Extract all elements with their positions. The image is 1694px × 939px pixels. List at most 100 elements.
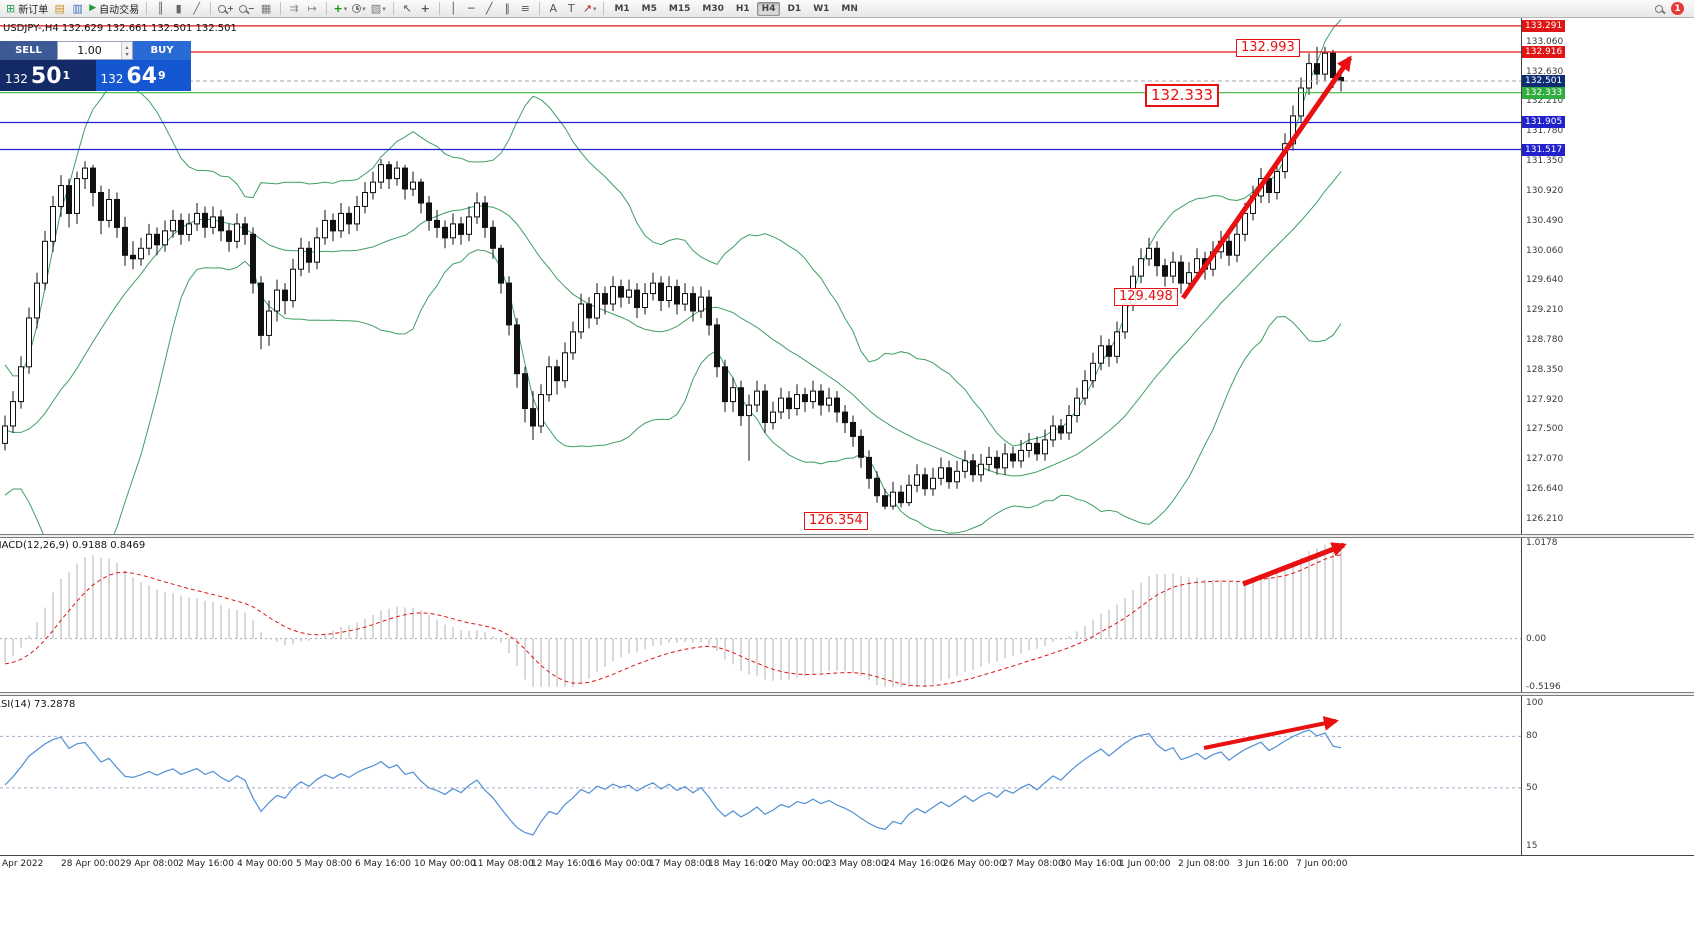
price-axis-label: 126.640 (1526, 484, 1564, 494)
new-order-button[interactable]: ⊞ 新订单 (4, 1, 50, 17)
rsi-axis-label: 100 (1526, 698, 1544, 708)
text-label-tool-button[interactable]: T (563, 1, 580, 17)
spinner-down-icon: ▾ (125, 50, 129, 58)
buy-price[interactable]: 132 64 9 (95, 60, 191, 91)
search-icon[interactable] (1655, 4, 1663, 13)
auto-scroll-button[interactable]: ⇉ (286, 1, 303, 17)
timeframe-MN[interactable]: MN (841, 3, 858, 14)
buy-price-pips: 64 (126, 64, 158, 89)
crosshair-icon: + (420, 2, 430, 15)
macd-pane-title: MACD(12,26,9) 0.9188 0.8469 (0, 540, 146, 551)
rsi-axis-label: 50 (1526, 783, 1538, 793)
macd-signal-line (4, 554, 1342, 687)
time-axis-label: 26 May 00:00 (943, 859, 1005, 869)
timeframe-M1[interactable]: M1 (614, 3, 630, 14)
autotrading-label: 自动交易 (99, 5, 140, 16)
price-level-box-133.291[interactable]: 133.291 (1522, 20, 1566, 32)
line-chart-button[interactable]: ╱ (188, 1, 205, 17)
price-level-box-131.517[interactable]: 131.517 (1522, 144, 1566, 156)
macd-axis-label: 1.0178 (1526, 538, 1558, 548)
price-annotation-132.993[interactable]: 132.993 (1236, 39, 1300, 57)
price-level-box-132.501[interactable]: 132.501 (1522, 75, 1566, 87)
timeframe-H4[interactable]: H4 (756, 1, 781, 16)
vertical-line-tool-button[interactable]: │ (445, 1, 462, 17)
history-center-button[interactable]: ▤ (51, 1, 68, 17)
macd-pane-canvas[interactable] (0, 538, 1521, 692)
crosshair-tool-button[interactable]: + (417, 1, 434, 17)
tile-windows-icon: ▦ (260, 2, 272, 15)
bar-chart-icon: ║ (157, 2, 164, 15)
sell-price-big-figure: 132 (5, 72, 28, 86)
chart-shift-button[interactable]: ↦ (304, 1, 321, 17)
price-axis-label: 129.210 (1526, 305, 1564, 315)
rsi-line (4, 729, 1342, 836)
price-level-box-132.333[interactable]: 132.333 (1522, 87, 1566, 99)
horizontal-line-tool-button[interactable]: ─ (463, 1, 480, 17)
time-axis-label: 27 May 08:00 (1002, 859, 1064, 869)
channel-tool-button[interactable]: ∥ (499, 1, 516, 17)
time-axis-label: 2 Jun 08:00 (1178, 859, 1230, 869)
time-axis-label: 3 Jun 16:00 (1237, 859, 1289, 869)
price-axis-border (1521, 18, 1522, 855)
candles-layer (2, 46, 1344, 510)
bar-chart-button[interactable]: ║ (152, 1, 169, 17)
price-axis-label: 131.350 (1526, 156, 1564, 166)
trendline-icon: ╱ (485, 2, 493, 15)
trendline-tool-button[interactable]: ╱ (481, 1, 498, 17)
price-axis-label: 130.490 (1526, 216, 1564, 226)
timeframe-M15[interactable]: M15 (668, 3, 691, 14)
timeframe-M5[interactable]: M5 (641, 3, 657, 14)
text-tool-button[interactable]: A (545, 1, 562, 17)
rsi-splitter[interactable] (0, 692, 1694, 696)
sell-button[interactable]: SELL (0, 41, 57, 60)
chart-profile-button[interactable]: ▥ (69, 1, 86, 17)
macd-splitter[interactable] (0, 534, 1694, 538)
one-click-trading-widget: SELL 1.00 ▴ ▾ BUY 132 50 1 132 64 9 (0, 41, 191, 91)
notification-badge[interactable]: 1 (1671, 2, 1684, 15)
cursor-tool-button[interactable]: ↖ (399, 1, 416, 17)
toolbar-separator (392, 2, 394, 15)
autotrading-button[interactable]: ▶ 自动交易 (87, 1, 141, 17)
timeframe-M30[interactable]: M30 (702, 3, 724, 14)
timeframe-D1[interactable]: D1 (787, 3, 802, 14)
toolbar-separator (210, 2, 212, 15)
templates-button[interactable]: ▧ ▾ (369, 1, 388, 17)
sell-price-pips: 50 (30, 64, 62, 89)
timeframe-W1[interactable]: W1 (813, 3, 830, 14)
arrows-tool-button[interactable]: ↗ ▾ (581, 1, 599, 17)
volume-spinner[interactable]: ▴ ▾ (121, 42, 132, 59)
main-chart-canvas[interactable] (0, 18, 1521, 534)
price-axis-label: 130.920 (1526, 186, 1564, 196)
periods-button[interactable]: ▾ (350, 1, 368, 17)
candlestick-chart-button[interactable]: ▮ (170, 1, 187, 17)
new-order-label: 新订单 (18, 5, 49, 16)
timeframe-H1[interactable]: H1 (735, 3, 750, 14)
price-annotation-126.354[interactable]: 126.354 (804, 512, 868, 530)
time-axis-label: 29 Apr 08:00 (120, 859, 179, 869)
buy-price-point: 9 (158, 69, 166, 82)
chevron-down-icon: ▾ (382, 4, 386, 13)
time-axis-label: 17 May 08:00 (649, 859, 711, 869)
price-axis-label: 128.780 (1526, 335, 1564, 345)
price-level-box-131.905[interactable]: 131.905 (1522, 116, 1566, 128)
toolbar-separator (438, 2, 440, 15)
price-annotation-132.333[interactable]: 132.333 (1145, 84, 1220, 107)
fibonacci-icon: ≡ (520, 2, 530, 15)
time-axis-label: 4 May 00:00 (237, 859, 293, 869)
autotrading-icon: ▶ (89, 3, 97, 13)
rsi-pane-canvas[interactable] (0, 696, 1521, 855)
time-axis-label: 5 May 08:00 (296, 859, 352, 869)
zoom-out-button[interactable]: − (237, 1, 257, 17)
tile-windows-button[interactable]: ▦ (258, 1, 275, 17)
price-level-box-132.916[interactable]: 132.916 (1522, 46, 1566, 58)
indicators-button[interactable]: + ▾ (332, 1, 350, 17)
sell-price[interactable]: 132 50 1 (0, 60, 96, 91)
price-annotation-129.498[interactable]: 129.498 (1114, 288, 1178, 306)
price-axis-label: 133.060 (1526, 37, 1564, 47)
fibonacci-tool-button[interactable]: ≡ (517, 1, 534, 17)
candlestick-chart-icon: ▮ (175, 2, 182, 15)
time-axis-label: Apr 2022 (2, 859, 44, 869)
buy-button[interactable]: BUY (133, 41, 191, 60)
zoom-in-button[interactable]: + (216, 1, 236, 17)
volume-input[interactable]: 1.00 ▴ ▾ (57, 41, 133, 60)
